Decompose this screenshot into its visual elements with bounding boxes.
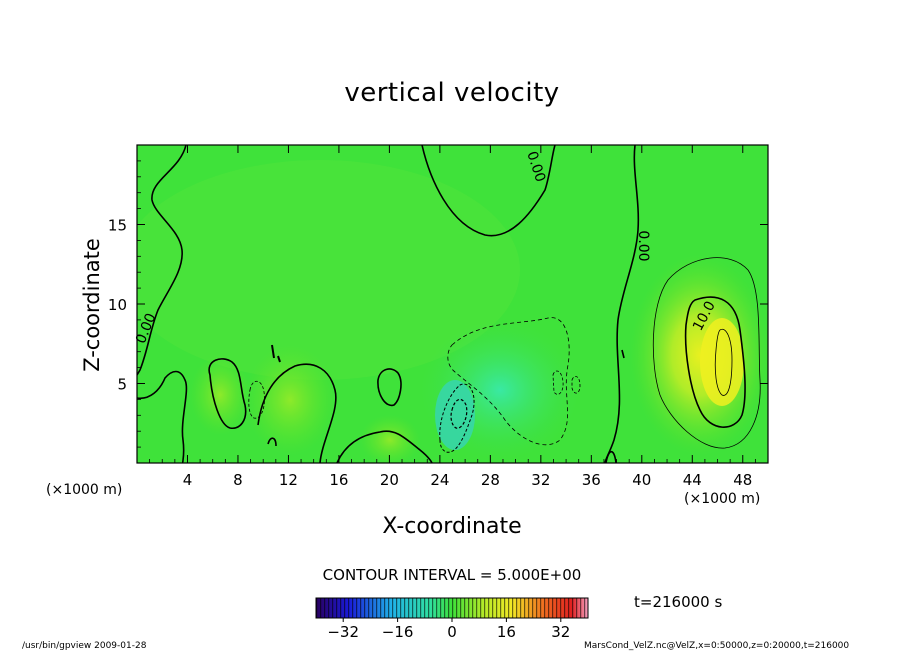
contour-label: 0.00 [635, 230, 651, 261]
colorbar-tick-label: 0 [447, 623, 457, 641]
x-tick-label: 28 [481, 471, 500, 489]
x-unit-label-left: (×1000 m) [46, 482, 123, 498]
x-tick-label: 12 [279, 471, 298, 489]
contour-lines [137, 145, 761, 463]
x-tick-label: 32 [531, 471, 550, 489]
colorbar-ticks: −32 −16 0 16 32 [327, 618, 570, 641]
x-tick-label: 40 [632, 471, 651, 489]
y-axis-label: Z-coordinate [80, 238, 104, 372]
chart-title: vertical velocity [344, 78, 560, 108]
y-tick-label: 15 [108, 217, 127, 235]
y-tick-label: 10 [108, 296, 127, 314]
y-axis-ticks: 5 10 15 [108, 160, 768, 448]
x-tick-label: 8 [233, 471, 243, 489]
x-tick-label: 24 [430, 471, 449, 489]
x-tick-label: 20 [380, 471, 399, 489]
x-tick-label: 44 [683, 471, 702, 489]
contour-interval-label: CONTOUR INTERVAL = 5.000E+00 [322, 566, 582, 584]
footer-data-source: MarsCond_VelZ.nc@VelZ,x=0:50000,z=0:2000… [584, 641, 850, 651]
colorbar-tick-label: 16 [497, 623, 516, 641]
footer-program-date: /usr/bin/gpview 2009-01-28 [22, 641, 147, 651]
x-tick-label: 4 [183, 471, 193, 489]
x-tick-label: 36 [582, 471, 601, 489]
colorbar-tick-label: −32 [327, 623, 359, 641]
y-tick-label: 5 [117, 376, 127, 394]
x-axis-label: X-coordinate [382, 514, 522, 539]
x-tick-label: 48 [733, 471, 752, 489]
x-axis-ticks: 4 8 12 16 20 24 28 32 36 40 44 48 [149, 145, 756, 489]
colorbar-tick-label: −16 [382, 623, 414, 641]
colorbar: −32 −16 0 16 32 [315, 597, 589, 641]
colorbar-tick-label: 32 [551, 623, 570, 641]
x-unit-label-right: (×1000 m) [684, 491, 761, 507]
velocity-field [137, 145, 768, 463]
x-tick-label: 16 [329, 471, 348, 489]
time-label: t=216000 s [634, 593, 723, 611]
